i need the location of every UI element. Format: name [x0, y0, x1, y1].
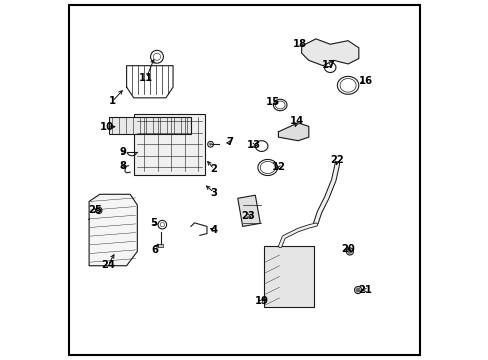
Text: 3: 3: [210, 188, 217, 198]
Text: 19: 19: [254, 296, 268, 306]
Text: 16: 16: [358, 76, 372, 86]
Text: 25: 25: [88, 205, 102, 215]
Text: 21: 21: [358, 285, 371, 295]
Bar: [264, 246, 313, 307]
Circle shape: [347, 249, 351, 253]
Text: 1: 1: [108, 96, 116, 107]
Text: 5: 5: [150, 218, 157, 228]
Text: 9: 9: [120, 147, 126, 157]
Polygon shape: [89, 194, 137, 266]
Text: 6: 6: [151, 245, 159, 255]
Bar: [237, 195, 260, 226]
Text: 13: 13: [246, 140, 260, 150]
Text: 17: 17: [321, 60, 335, 70]
Text: 15: 15: [265, 97, 280, 107]
Text: 10: 10: [100, 122, 114, 132]
Text: 22: 22: [330, 156, 344, 165]
Text: 2: 2: [210, 164, 217, 174]
Polygon shape: [278, 123, 308, 141]
Text: 18: 18: [292, 39, 306, 49]
Text: 7: 7: [226, 138, 233, 148]
Text: 23: 23: [241, 211, 254, 221]
Polygon shape: [301, 39, 358, 66]
Bar: [158, 244, 163, 247]
Circle shape: [356, 288, 359, 292]
Text: 4: 4: [210, 225, 217, 235]
Text: 20: 20: [341, 244, 354, 254]
Text: 11: 11: [139, 73, 153, 83]
Bar: [134, 114, 205, 175]
Circle shape: [209, 143, 212, 146]
Text: 14: 14: [290, 116, 304, 126]
Text: 24: 24: [101, 260, 115, 270]
Text: 8: 8: [119, 161, 126, 171]
Bar: [108, 117, 190, 134]
Text: 12: 12: [271, 162, 285, 172]
